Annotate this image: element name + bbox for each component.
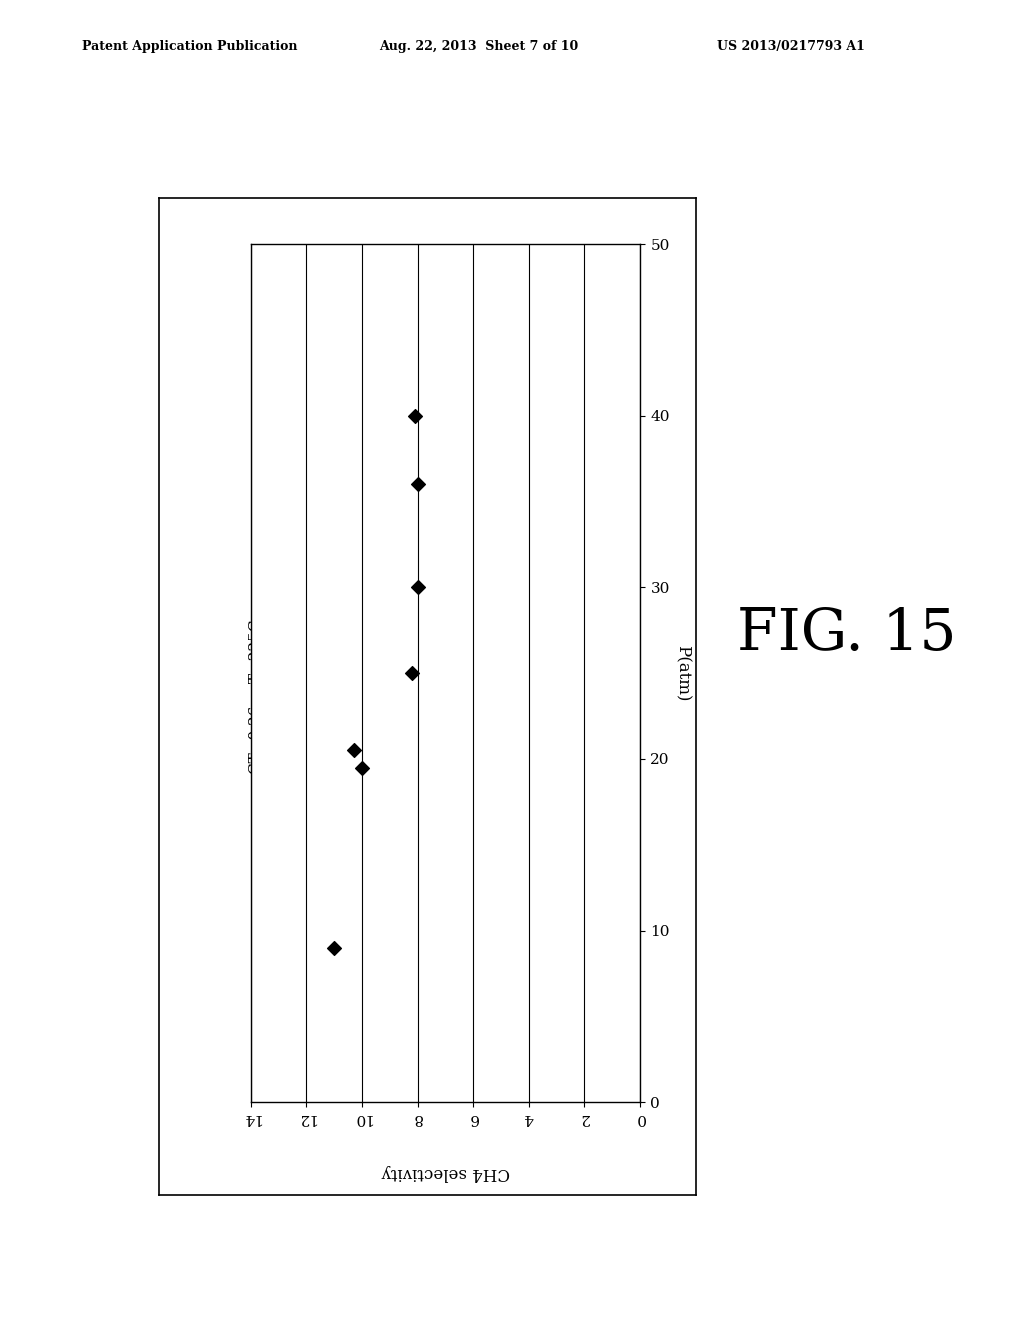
Point [354,756,371,777]
Text: FIG. 15: FIG. 15 [737,606,956,661]
Point [410,577,426,598]
Point [403,663,420,684]
Text: US 2013/0217793 A1: US 2013/0217793 A1 [717,40,864,53]
X-axis label: CH4 selectivity: CH4 selectivity [381,1164,510,1181]
Point [410,474,426,495]
Point [407,405,423,426]
Text: Aug. 22, 2013  Sheet 7 of 10: Aug. 22, 2013 Sheet 7 of 10 [379,40,579,53]
Point [345,739,361,760]
Text: Patent Application Publication: Patent Application Publication [82,40,297,53]
Y-axis label: P(atm): P(atm) [674,645,691,701]
Point [326,937,342,958]
Text: CT=0.26 s, T=225C: CT=0.26 s, T=225C [249,619,262,774]
